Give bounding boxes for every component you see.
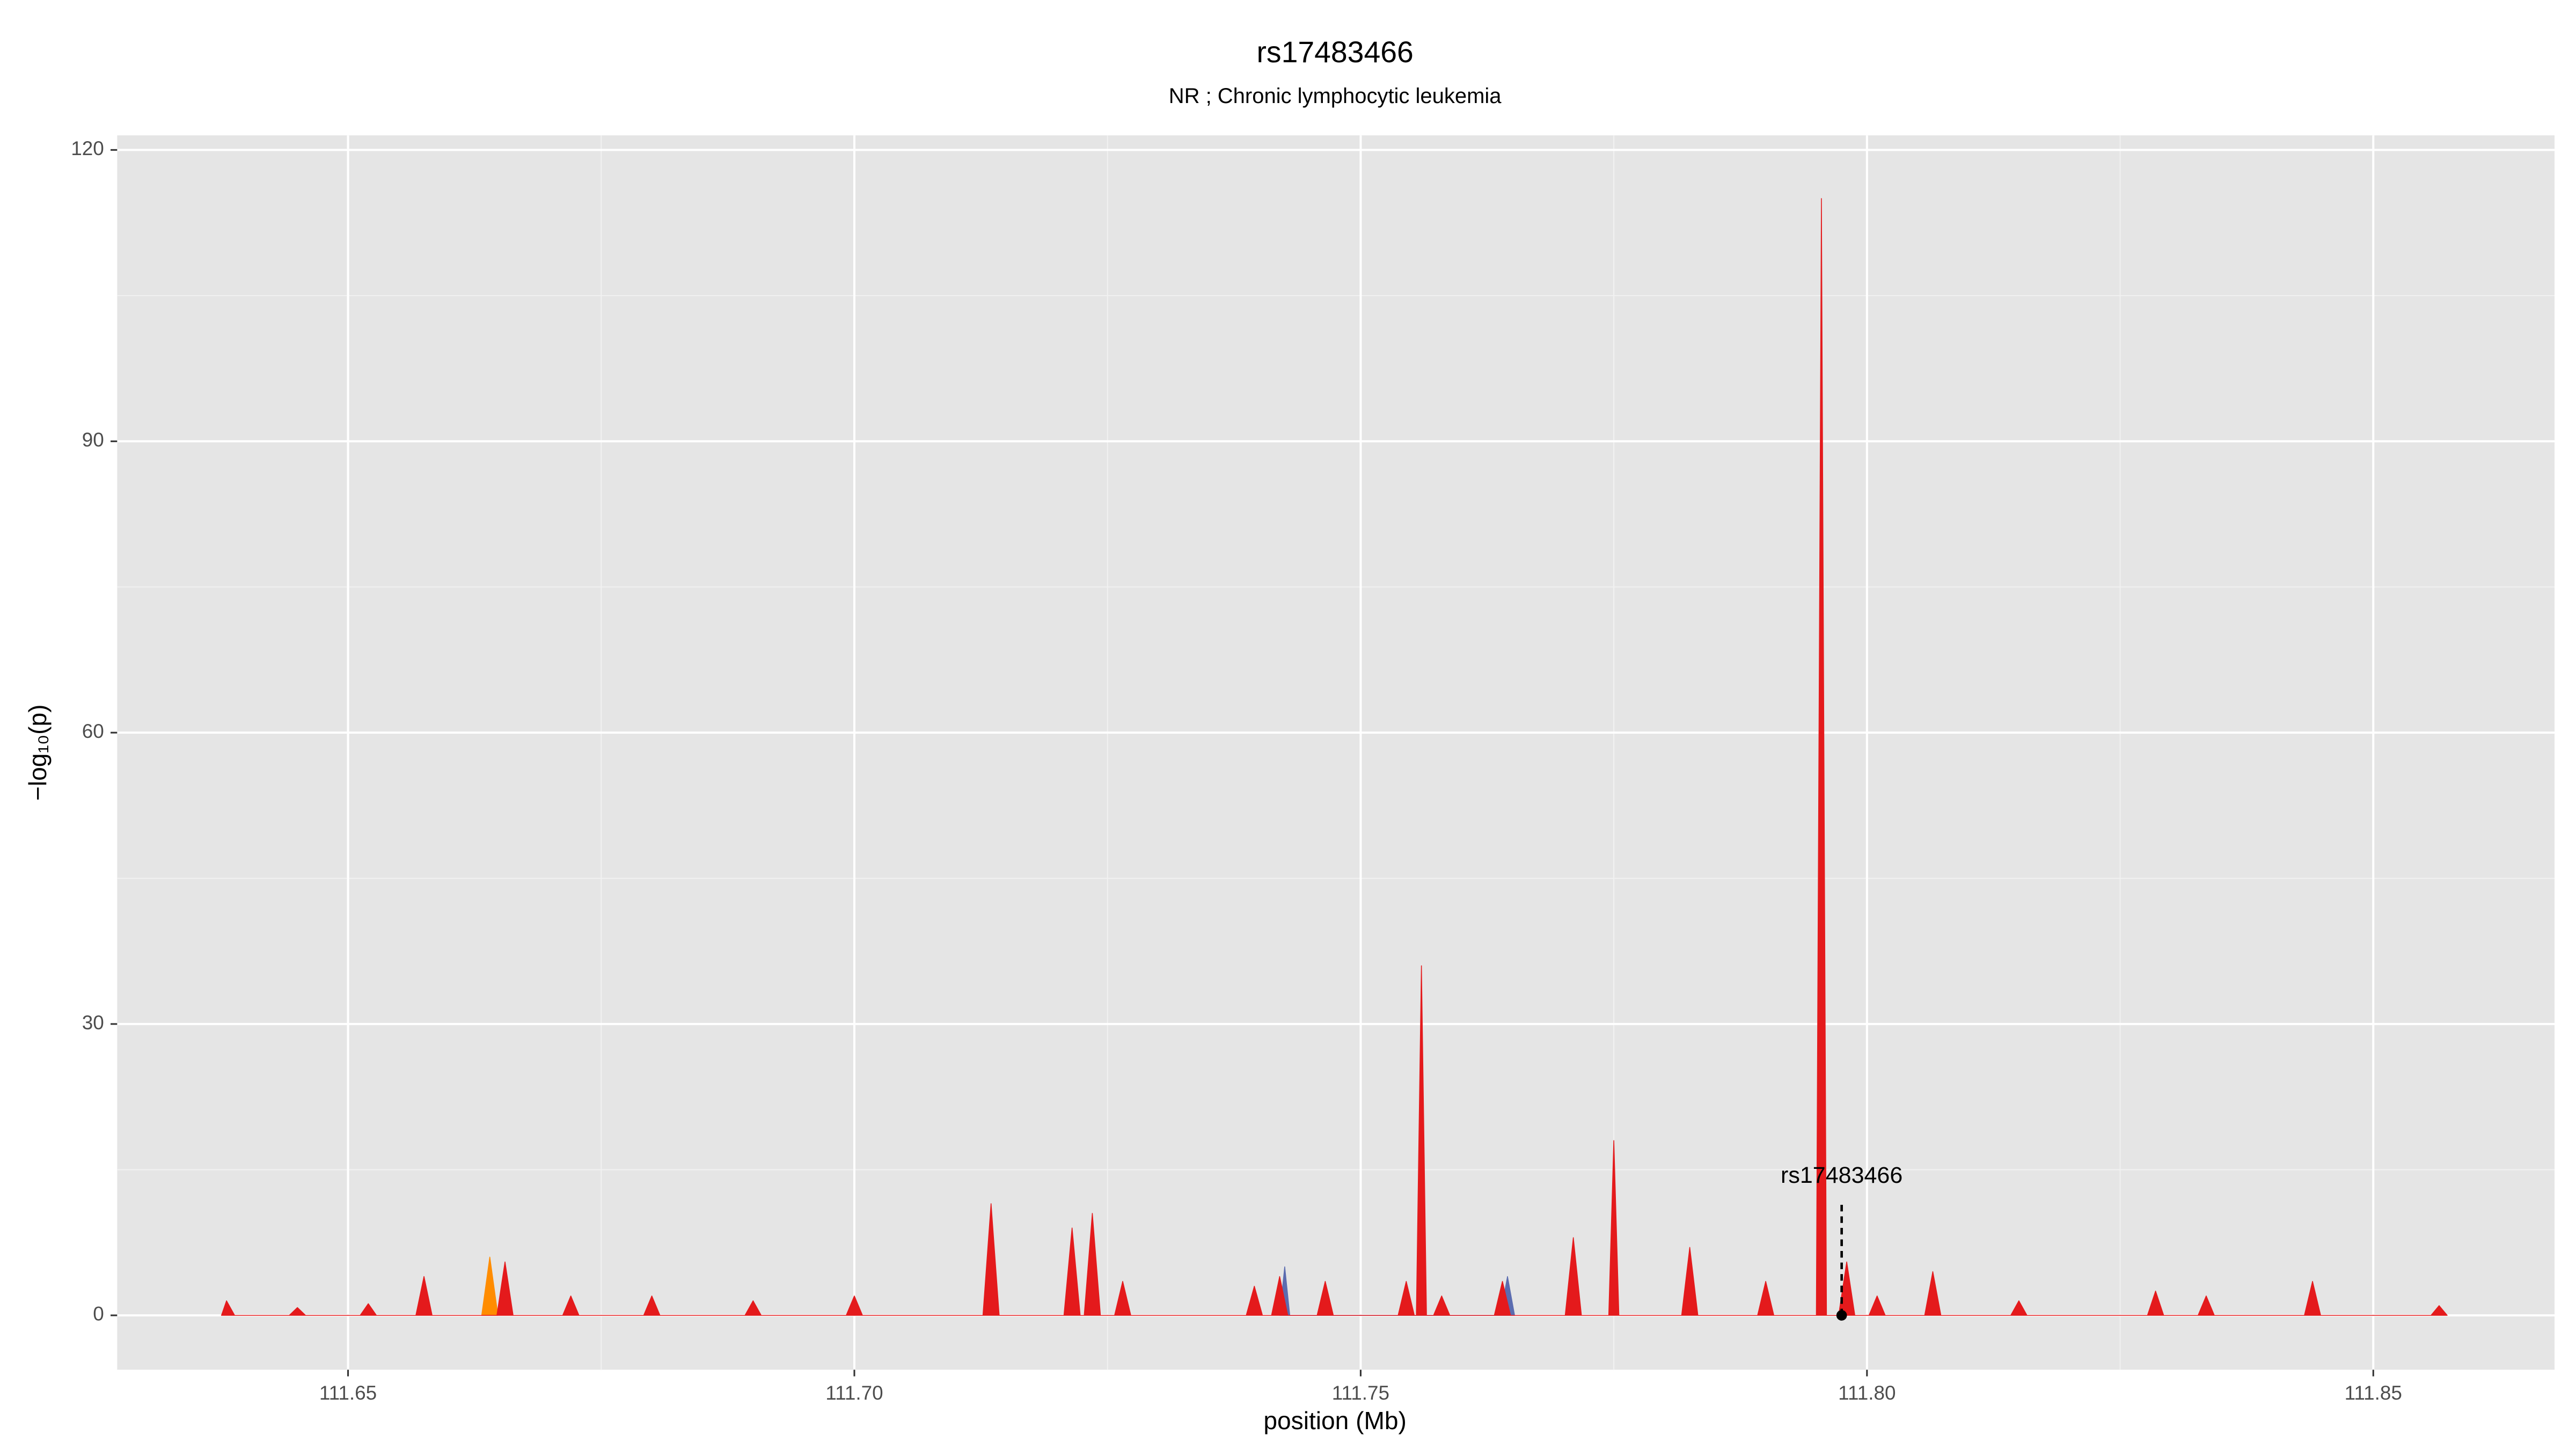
- annotation-point: [1836, 1310, 1847, 1321]
- plot-area: rs17483466: [221, 198, 2448, 1321]
- annotation-label: rs17483466: [1781, 1162, 1902, 1188]
- x-tick-label: 111.70: [825, 1382, 883, 1404]
- y-tick-label: 120: [71, 137, 104, 159]
- chart-subtitle: NR ; Chronic lymphocytic leukemia: [1169, 84, 1502, 108]
- x-tick-label: 111.80: [1838, 1382, 1896, 1404]
- y-tick-label: 90: [82, 429, 104, 451]
- y-tick-label: 0: [93, 1303, 104, 1325]
- area: [221, 198, 2448, 1316]
- panel-background: [117, 135, 2555, 1370]
- axes: 111.65 111.70 111.75 111.80 111.85 0 30 60 90 120: [71, 137, 2402, 1404]
- y-axis-label: −log₁₀(p): [24, 705, 52, 801]
- chart-title: rs17483466: [1257, 35, 1414, 69]
- x-tick-label: 111.65: [319, 1382, 377, 1404]
- y-tick-label: 30: [82, 1012, 104, 1034]
- x-tick-label: 111.85: [2345, 1382, 2402, 1404]
- x-axis-label: position (Mb): [1263, 1407, 1407, 1435]
- x-tick-label: 111.75: [1332, 1382, 1389, 1404]
- y-tick-label: 60: [82, 720, 104, 742]
